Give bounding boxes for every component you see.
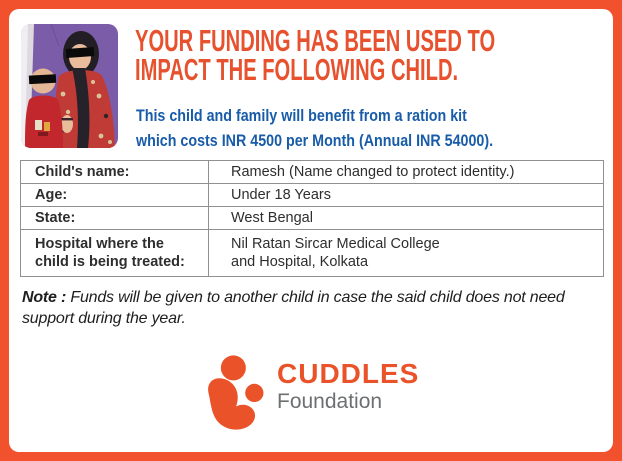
headline-line-2: IMPACT THE FOLLOWING CHILD.	[135, 52, 459, 87]
note-body: Funds will be given to another child in …	[22, 289, 565, 327]
logo-mark-graphic	[208, 355, 264, 430]
child-name-label: Child's name:	[21, 161, 209, 183]
state-label: State:	[21, 207, 209, 229]
table-row-state: State: West Bengal	[21, 206, 603, 229]
headline: YOUR FUNDING HAS BEEN USED TO IMPACT THE…	[135, 23, 613, 87]
headline-line-1: YOUR FUNDING HAS BEEN USED TO	[135, 23, 496, 58]
mother-child-logo-icon	[198, 353, 266, 441]
child-info-table: Child's name: Ramesh (Name changed to pr…	[20, 160, 604, 277]
age-value: Under 18 Years	[231, 187, 331, 203]
table-row-age: Age: Under 18 Years	[21, 183, 603, 206]
table-row-hospital: Hospital where the child is being treate…	[21, 229, 603, 276]
hospital-value: Nil Ratan Sircar Medical College and Hos…	[231, 236, 440, 270]
table-row-child-name: Child's name: Ramesh (Name changed to pr…	[21, 161, 603, 183]
certificate-card: YOUR FUNDING HAS BEEN USED TO IMPACT THE…	[9, 9, 613, 452]
state-value: West Bengal	[231, 210, 313, 226]
benefit-statement-line-2: which costs INR 4500 per Month (Annual I…	[136, 131, 494, 150]
benefit-statement: This child and family will benefit from …	[136, 103, 561, 153]
logo-text: CUDDLES Foundation	[277, 353, 419, 441]
mother-child-photo-graphic	[21, 24, 118, 148]
child-name-value: Ramesh (Name changed to protect identity…	[231, 164, 515, 180]
logo-wordmark: CUDDLES	[277, 358, 420, 389]
cuddles-logo: CUDDLES Foundation	[198, 353, 419, 441]
note: Note : Funds will be given to another ch…	[22, 287, 613, 329]
hospital-label: Hospital where the child is being treate…	[21, 230, 209, 276]
benefit-statement-line-1: This child and family will benefit from …	[136, 106, 467, 125]
logo-subtitle: Foundation	[277, 390, 383, 413]
age-label: Age:	[21, 184, 209, 206]
note-prefix: Note :	[22, 289, 67, 306]
mother-child-photo	[21, 24, 118, 148]
